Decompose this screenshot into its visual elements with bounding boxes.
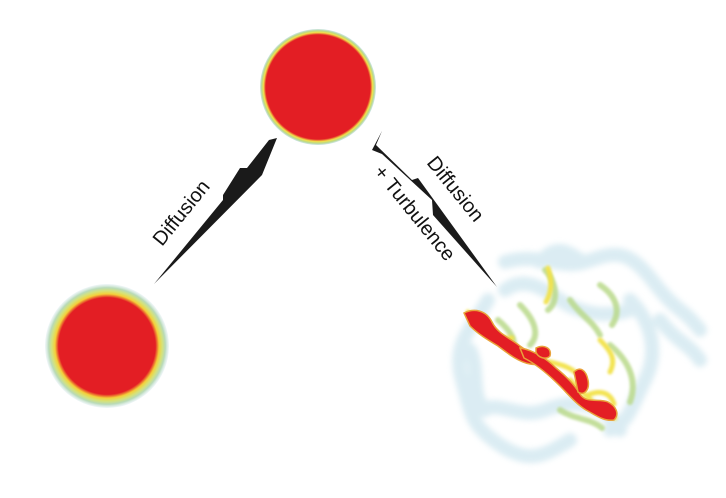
diffused-blob bbox=[45, 284, 169, 408]
initial-blob bbox=[260, 29, 376, 145]
diffusion-arrow-left bbox=[154, 138, 277, 284]
turbulent-blob bbox=[452, 243, 707, 464]
right-arrow-label-line1: Diffusion bbox=[422, 152, 488, 226]
diffusion-turbulence-arrow bbox=[372, 131, 497, 287]
left-arrow-label: Diffusion bbox=[149, 176, 215, 250]
